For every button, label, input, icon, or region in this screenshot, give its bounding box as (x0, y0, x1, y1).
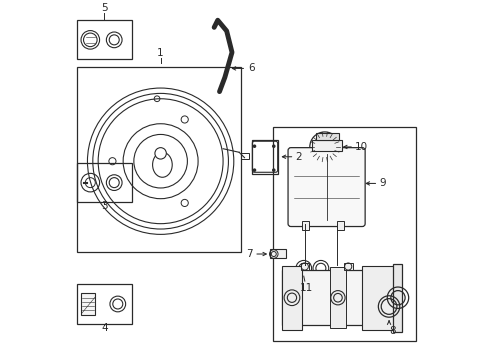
Bar (343, 263, 352, 270)
Bar (361, 266, 395, 330)
Bar (77, 284, 132, 324)
Bar (241, 153, 248, 159)
Text: 6: 6 (247, 63, 254, 73)
Circle shape (271, 144, 275, 148)
Circle shape (252, 144, 256, 148)
Text: 7: 7 (245, 249, 252, 259)
Text: 2: 2 (295, 152, 302, 162)
Bar (392, 264, 401, 332)
FancyBboxPatch shape (287, 148, 365, 226)
Text: 10: 10 (354, 142, 367, 152)
Bar (77, 163, 132, 202)
Bar (272, 127, 415, 341)
Bar (315, 133, 338, 140)
Ellipse shape (152, 152, 172, 177)
Bar (77, 67, 241, 252)
Bar (282, 266, 301, 330)
Text: 9: 9 (379, 179, 385, 188)
Bar (329, 267, 345, 328)
Text: 8: 8 (388, 326, 395, 336)
Circle shape (252, 168, 256, 172)
Bar (270, 249, 285, 258)
Text: 5: 5 (101, 3, 107, 13)
Bar (300, 263, 308, 270)
Bar (312, 140, 342, 150)
Bar (251, 140, 278, 174)
Bar (81, 293, 95, 315)
Bar (337, 221, 344, 230)
Text: 3: 3 (101, 201, 107, 211)
Bar (301, 221, 308, 230)
Text: 4: 4 (101, 323, 107, 333)
Circle shape (155, 148, 166, 159)
Text: 1: 1 (157, 48, 163, 58)
Bar (282, 270, 395, 325)
Text: 11: 11 (300, 283, 313, 293)
Bar (77, 20, 132, 59)
Circle shape (271, 168, 275, 172)
